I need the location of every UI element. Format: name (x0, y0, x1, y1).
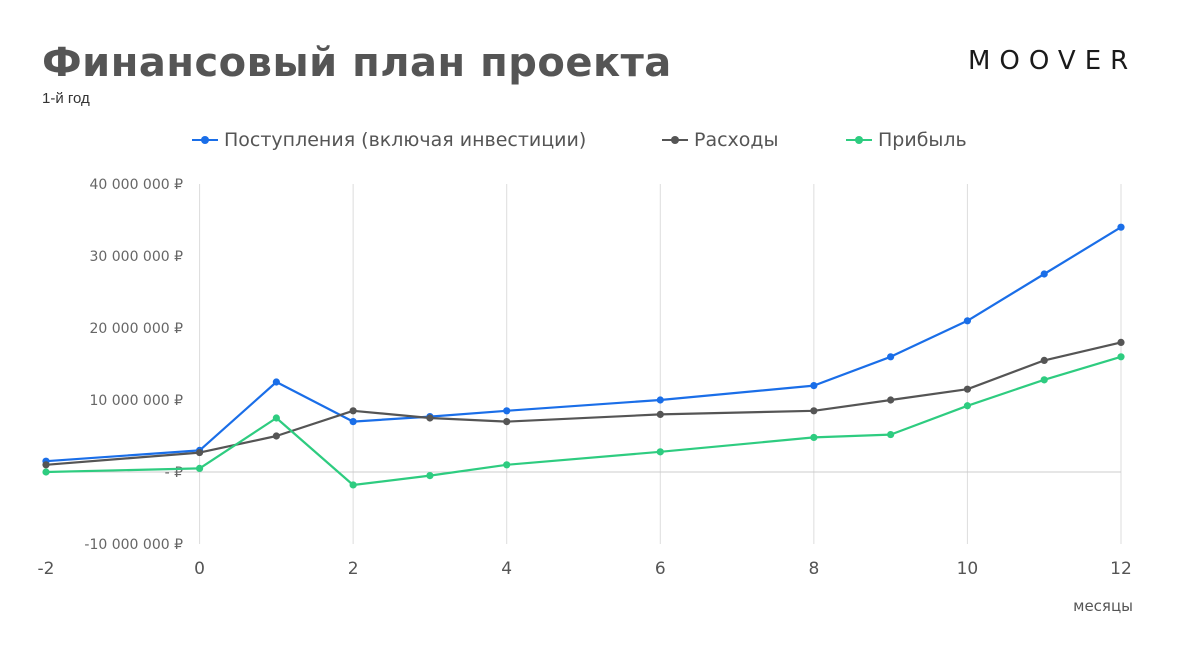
legend-marker-expenses-icon (662, 136, 688, 144)
data-point (349, 407, 357, 415)
x-axis-ticks: -2 0 2 4 6 8 10 12 (38, 559, 1132, 579)
data-point (810, 382, 818, 390)
series-line (45, 341, 1122, 466)
data-point (1117, 223, 1125, 231)
data-point (887, 396, 895, 404)
x-tick-label: 8 (808, 559, 819, 579)
data-point (1117, 353, 1125, 361)
data-point (1040, 356, 1048, 364)
data-point (963, 317, 972, 325)
x-tick-label: 0 (194, 559, 205, 579)
data-point (1040, 376, 1048, 384)
series-0 (42, 223, 1125, 465)
grid-lines (46, 184, 1122, 544)
data-point (810, 433, 818, 442)
y-tick-label: 40 000 000 ₽ (89, 177, 183, 193)
data-point (656, 410, 664, 418)
page-subtitle: 1-й год (42, 90, 90, 107)
data-point (656, 448, 664, 456)
page-title: Финансовый план проекта (42, 40, 672, 86)
x-tick-label: 6 (655, 559, 666, 579)
data-point (503, 461, 511, 469)
y-axis-ticks: 40 000 000 ₽ 30 000 000 ₽ 20 000 000 ₽ 10 0… (84, 177, 183, 553)
legend-marker-income-icon (192, 136, 218, 144)
y-tick-label: 20 000 000 ₽ (89, 321, 183, 337)
data-point (349, 481, 357, 489)
series-line (45, 226, 1122, 463)
legend-marker-profit-icon (846, 136, 872, 144)
data-point (887, 353, 895, 361)
data-point (349, 418, 357, 426)
x-tick-label: 2 (348, 559, 359, 579)
x-tick-label: -2 (38, 559, 55, 579)
series-1 (42, 338, 1125, 469)
legend-item-expenses[interactable]: Расходы (662, 126, 779, 154)
legend-item-profit[interactable]: Прибыль (846, 126, 967, 154)
data-point (426, 414, 434, 422)
y-tick-label: 10 000 000 ₽ (89, 393, 183, 409)
series-layer (42, 223, 1125, 489)
legend-item-income[interactable]: Поступления (включая инвестиции) (192, 126, 586, 154)
y-tick-label: 30 000 000 ₽ (89, 249, 183, 265)
moover-logo: MOOVER (968, 46, 1138, 76)
data-point (195, 448, 204, 457)
y-tick-label: -10 000 000 ₽ (84, 537, 183, 553)
data-point (963, 385, 972, 393)
data-point (503, 407, 511, 415)
y-tick-label: - ₽ (165, 465, 184, 481)
data-point (503, 418, 511, 426)
series-line (45, 355, 1122, 487)
series-2 (42, 353, 1125, 489)
data-point (1040, 270, 1048, 278)
legend-label-profit: Прибыль (878, 129, 967, 151)
data-point (195, 464, 204, 472)
data-point (963, 402, 972, 410)
data-point (272, 378, 280, 386)
x-tick-label: 12 (1110, 559, 1132, 579)
data-point (42, 461, 50, 469)
x-axis-label: месяцы (1073, 597, 1133, 615)
x-tick-label: 4 (501, 559, 512, 579)
data-point (1117, 338, 1125, 346)
data-point (272, 432, 280, 440)
data-point (656, 396, 664, 404)
legend-label-expenses: Расходы (694, 129, 779, 151)
legend-label-income: Поступления (включая инвестиции) (224, 129, 587, 151)
data-point (272, 414, 280, 422)
data-point (42, 468, 50, 476)
data-point (426, 472, 434, 480)
data-point (887, 430, 895, 439)
x-tick-label: 10 (957, 559, 979, 579)
data-point (810, 407, 818, 415)
chart-legend: Поступления (включая инвестиции) Расходы… (0, 126, 1180, 154)
